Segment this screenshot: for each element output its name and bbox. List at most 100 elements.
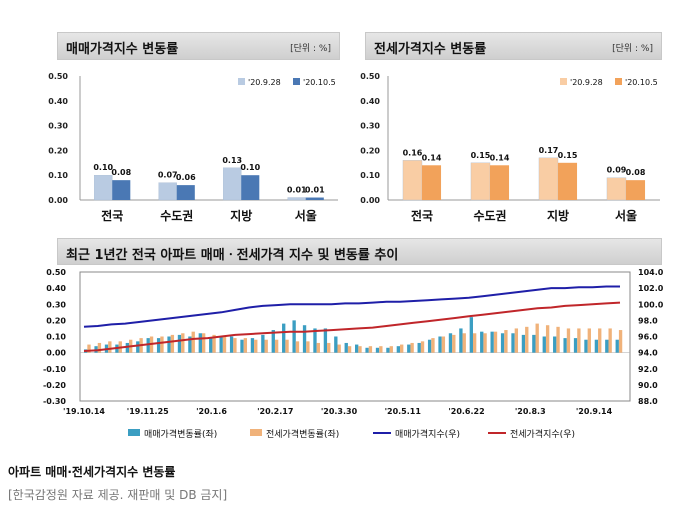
trend-bar-jeonse	[462, 333, 466, 353]
bar-20.10.5	[176, 185, 195, 200]
left-y-tick-label: 0.20	[46, 316, 66, 325]
trend-bar-jeonse	[379, 346, 383, 353]
trend-bar-jeonse	[274, 339, 279, 353]
trend-bar-sale	[615, 339, 619, 353]
trend-bar-sale	[156, 338, 161, 353]
y-tick-label: 0.10	[48, 171, 68, 180]
category-label: 전국	[411, 208, 433, 223]
trend-bar-jeonse	[347, 346, 352, 353]
category-label: 전국	[101, 208, 123, 223]
legend-label: 매매가격지수(우)	[395, 428, 460, 440]
y-tick-label: 0.20	[360, 146, 380, 155]
data-label: 0.13	[222, 156, 242, 165]
trend-bar-sale	[292, 320, 296, 353]
trend-bar-jeonse	[368, 346, 373, 353]
trend-bar-sale	[469, 317, 473, 353]
trend-bar-jeonse	[139, 338, 143, 353]
trend-bar-jeonse	[108, 341, 112, 353]
trend-bar-sale	[334, 336, 338, 353]
data-label: 0.01	[287, 186, 307, 195]
trend-bar-sale	[375, 347, 380, 353]
trend-bar-sale	[448, 333, 453, 353]
trend-bar-sale	[94, 346, 98, 353]
trend-bar-jeonse	[87, 344, 91, 353]
x-tick-label: '19.10.14	[63, 407, 105, 416]
trend-bar-jeonse	[129, 339, 133, 353]
trend-bar-sale	[521, 334, 526, 353]
x-tick-label: '20.3.30	[321, 407, 358, 416]
bar-20.10.5	[305, 197, 324, 200]
data-label: 0.15	[558, 151, 578, 160]
trend-bar-jeonse	[201, 333, 206, 353]
trend-bar-sale	[563, 338, 567, 353]
data-label: 0.17	[539, 146, 559, 155]
data-label: 0.06	[176, 173, 196, 182]
trend-bar-jeonse	[452, 334, 456, 353]
data-label: 0.08	[111, 168, 131, 177]
trend-bar-jeonse	[493, 331, 498, 353]
x-tick-label: '20.6.22	[448, 407, 484, 416]
trend-bar-jeonse	[233, 338, 237, 353]
y-tick-label: 0.40	[360, 97, 380, 106]
trend-bar-jeonse	[337, 344, 341, 353]
trend-bar-sale	[84, 349, 88, 353]
y-tick-label: 0.40	[48, 97, 68, 106]
trend-bar-sale	[240, 339, 244, 353]
x-tick-label: '20.5.11	[385, 407, 422, 416]
right-y-tick-label: 88.0	[638, 397, 658, 406]
jeonse-panel-title: 전세가격지수 변동률	[374, 42, 487, 57]
trend-bar-sale	[407, 344, 411, 353]
left-y-tick-label: 0.10	[46, 333, 66, 342]
trend-bar-jeonse	[222, 336, 227, 353]
trend-bar-sale	[146, 338, 150, 353]
trend-bar-jeonse	[472, 333, 477, 353]
data-label: 0.09	[607, 166, 627, 175]
legend-label: '20.9.28	[570, 78, 603, 87]
trend-bar-jeonse	[618, 330, 623, 353]
trend-bar-jeonse	[306, 341, 310, 353]
legend-label: 매매가격변동률(좌)	[144, 428, 217, 440]
trend-bar-sale	[136, 341, 140, 353]
left-y-tick-label: 0.30	[46, 300, 66, 309]
trend-bar-sale	[584, 339, 588, 353]
data-label: 0.01	[305, 186, 325, 195]
data-label: 0.10	[93, 163, 113, 172]
left-y-tick-label: 0.40	[46, 284, 66, 293]
trend-bar-jeonse	[118, 341, 122, 353]
left-y-tick-label: -0.20	[43, 381, 66, 390]
trend-bar-sale	[553, 336, 557, 353]
trend-bar-sale	[167, 336, 171, 353]
data-label: 0.10	[240, 163, 260, 172]
source-note: [한국감정원 자료 제공. 재판매 및 DB 금지]	[8, 488, 228, 502]
legend-label: 전세가격변동률(좌)	[266, 428, 339, 440]
sale-index-line	[83, 285, 620, 328]
right-y-tick-label: 90.0	[638, 381, 658, 390]
trend-bar-jeonse	[295, 341, 300, 353]
trend-bar-sale	[125, 342, 130, 353]
legend-swatch	[250, 429, 262, 436]
legend-swatch	[238, 78, 245, 85]
y-tick-label: 0.50	[48, 72, 68, 81]
data-label: 0.15	[471, 151, 491, 160]
right-y-tick-label: 102.0	[638, 284, 664, 293]
y-tick-label: 0.20	[48, 146, 68, 155]
bar-20.9.28	[606, 177, 627, 201]
category-label: 서울	[295, 208, 317, 223]
trend-bar-jeonse	[441, 336, 446, 353]
trend-bar-sale	[115, 344, 119, 353]
trend-bar-sale	[386, 347, 390, 353]
trend-bar-jeonse	[483, 333, 487, 353]
trend-bar-sale	[365, 347, 369, 353]
jeonse-panel-header: 전세가격지수 변동률 [단위 : %]	[365, 32, 662, 60]
trend-bar-sale	[313, 328, 317, 353]
sale-panel-title: 매매가격지수 변동률	[66, 42, 179, 57]
trend-bar-sale	[209, 338, 213, 353]
trend-bar-jeonse	[514, 328, 519, 353]
trend-bar-jeonse	[587, 328, 591, 353]
y-tick-label: 0.30	[48, 122, 68, 131]
trend-panel-title: 최근 1년간 전국 아파트 매매ㆍ전세가격 지수 및 변동률 추이	[66, 248, 399, 263]
y-tick-label: 0.50	[360, 72, 380, 81]
trend-bar-jeonse	[181, 333, 185, 353]
trend-panel-header: 최근 1년간 전국 아파트 매매ㆍ전세가격 지수 및 변동률 추이	[57, 238, 662, 265]
trend-bar-sale	[511, 333, 515, 353]
